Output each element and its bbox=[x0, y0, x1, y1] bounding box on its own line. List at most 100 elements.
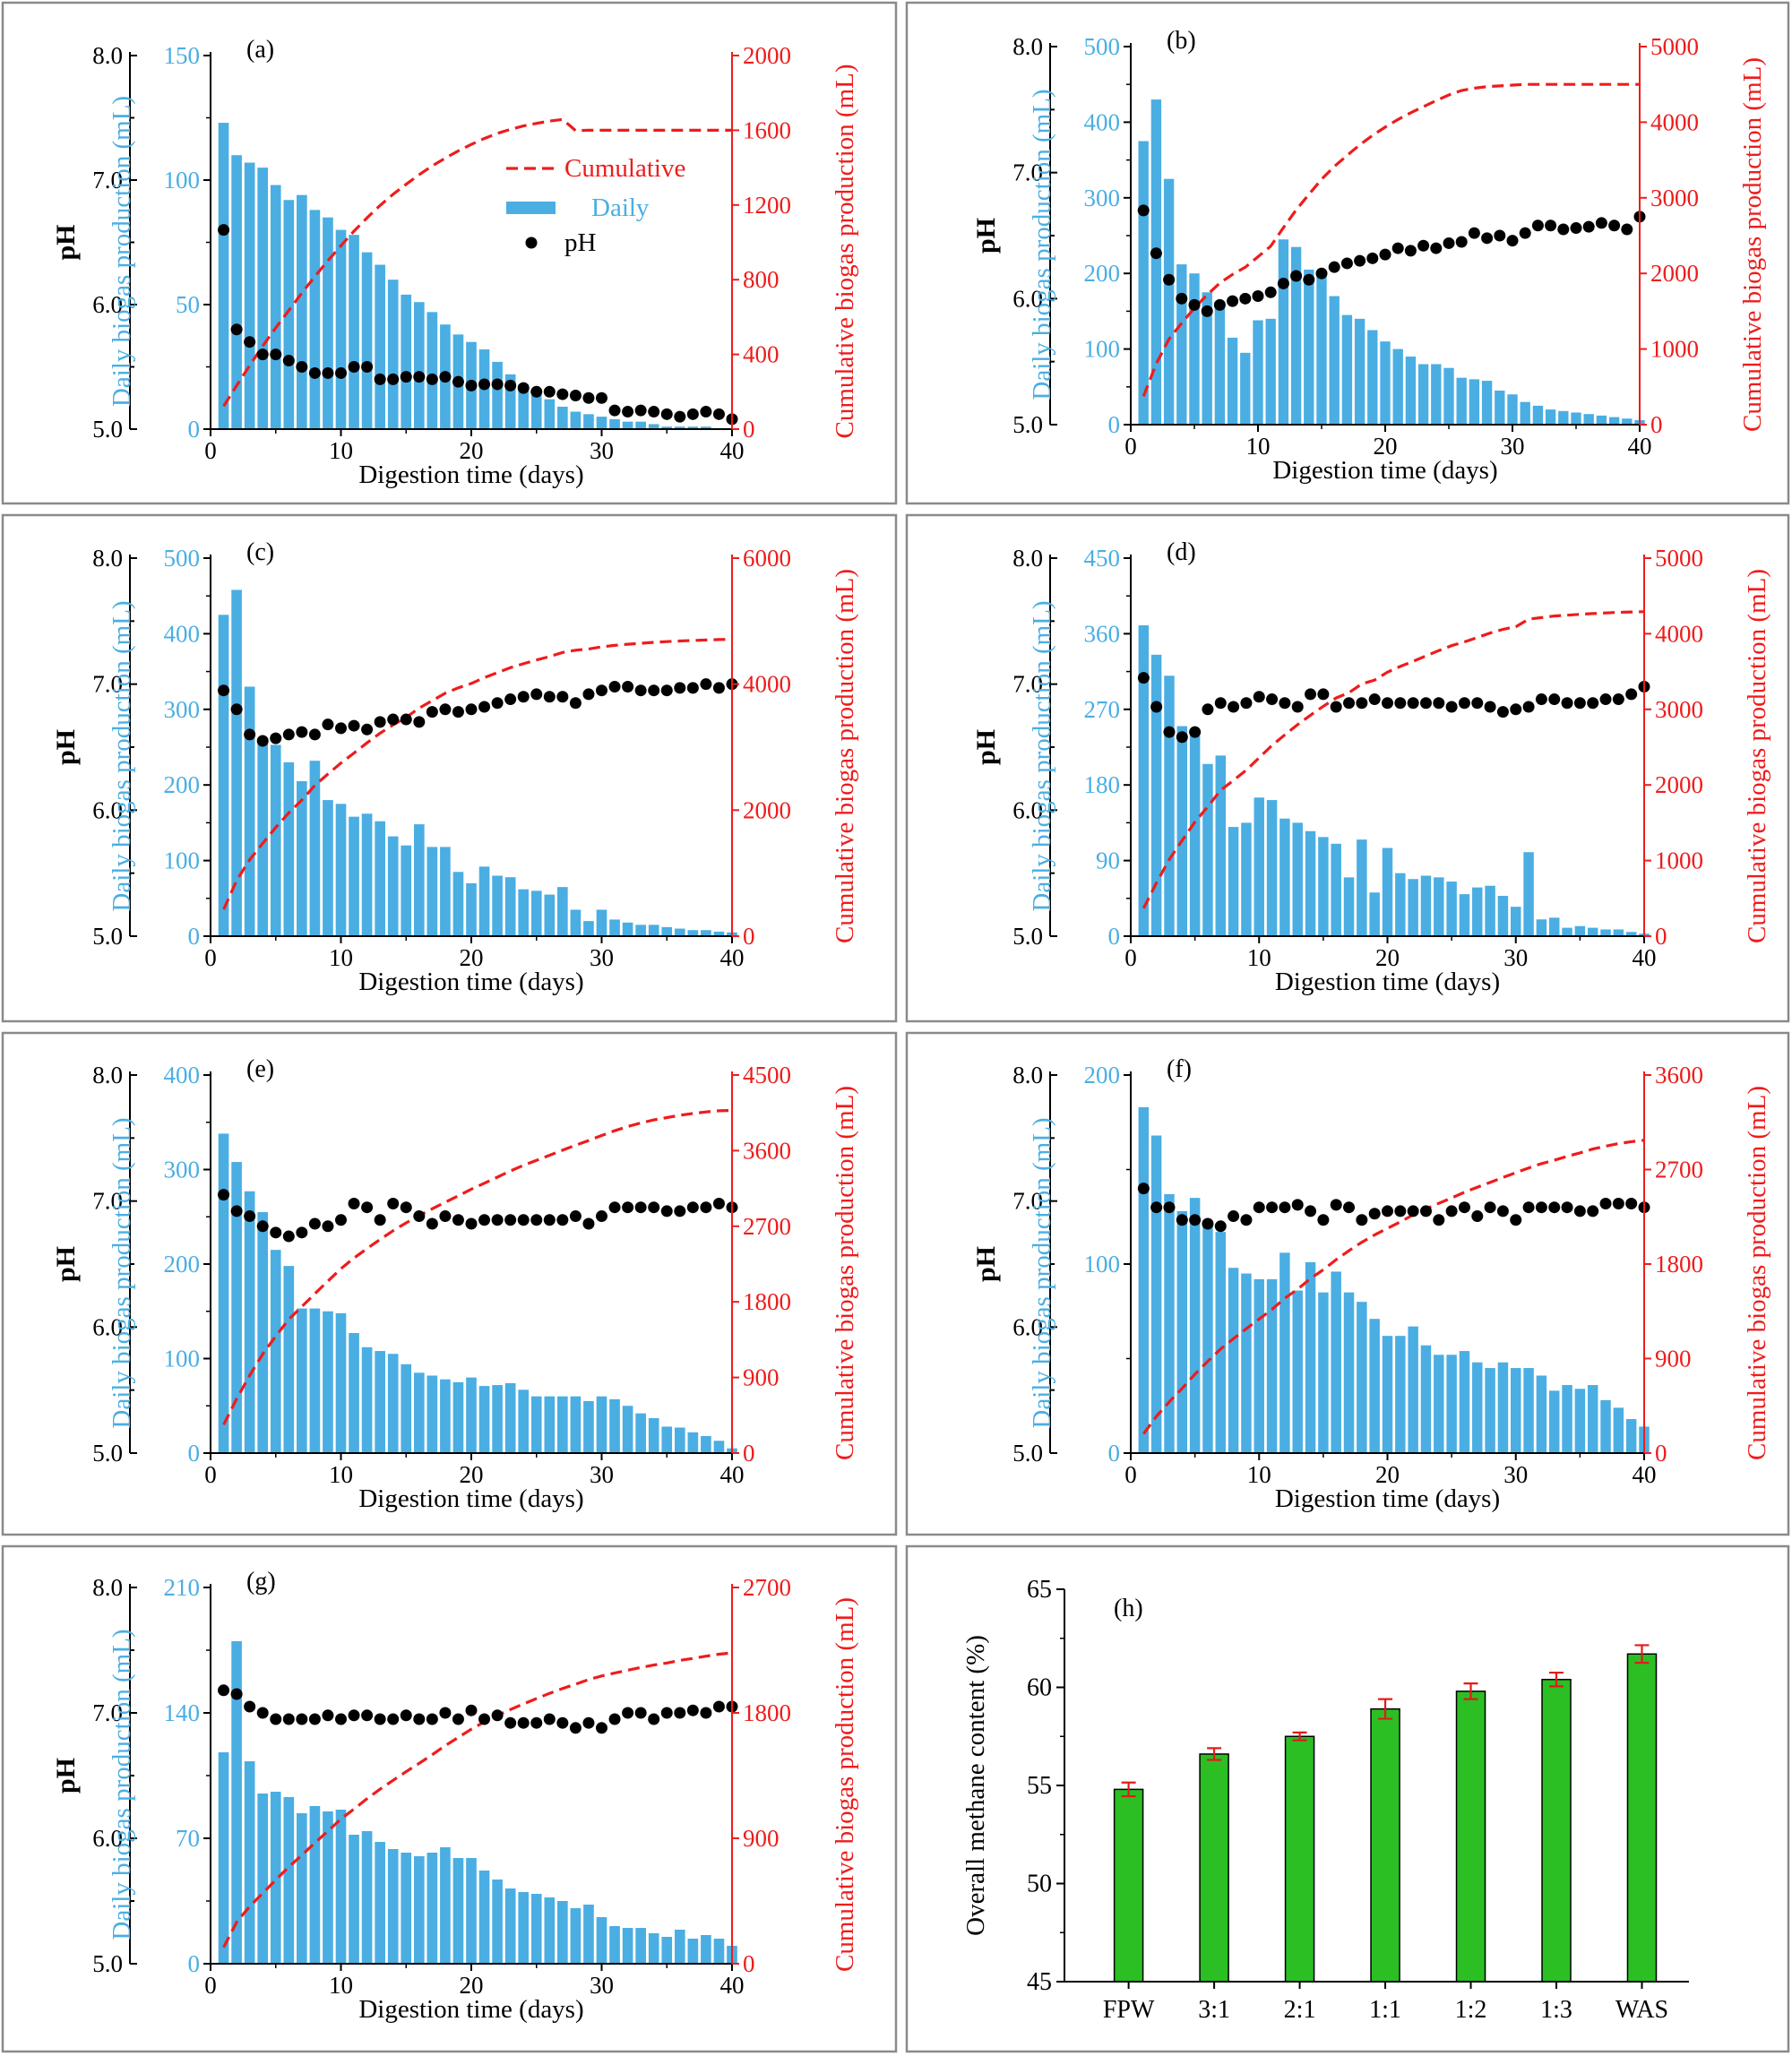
ph-point bbox=[452, 375, 464, 388]
daily-bar bbox=[1189, 273, 1200, 425]
daily-bar bbox=[544, 894, 556, 936]
ph-point bbox=[1496, 706, 1509, 718]
ph-point bbox=[622, 1201, 634, 1214]
daily-bar bbox=[1380, 341, 1391, 425]
daily-bar bbox=[361, 813, 373, 936]
ph-tick-label: 5.0 bbox=[1012, 1440, 1043, 1467]
ph-point bbox=[296, 1226, 308, 1239]
daily-bar bbox=[478, 1871, 490, 1964]
daily-bar bbox=[218, 1752, 229, 1964]
ph-point bbox=[400, 1201, 412, 1214]
ph-point bbox=[1176, 292, 1188, 305]
ph-point bbox=[335, 366, 347, 379]
ph-point bbox=[1484, 1201, 1496, 1214]
daily-bar bbox=[1241, 1273, 1252, 1453]
daily-bar bbox=[257, 739, 269, 936]
ph-axis-title: pH bbox=[51, 1758, 81, 1794]
daily-axis-title: Daily biogas production (mL) bbox=[108, 600, 136, 911]
daily-bar bbox=[1523, 1368, 1534, 1453]
x-tick-label: 30 bbox=[1503, 944, 1528, 971]
x-axis-title: Digestion time (days) bbox=[1275, 968, 1500, 996]
daily-bar bbox=[1558, 410, 1569, 425]
daily-bar bbox=[297, 1308, 307, 1453]
daily-bar bbox=[701, 1436, 711, 1453]
panel-frame bbox=[1, 513, 898, 1023]
daily-tick-label: 0 bbox=[1108, 1440, 1121, 1467]
ph-point bbox=[230, 323, 243, 336]
daily-bar bbox=[1613, 1407, 1624, 1453]
cum-tick-label: 2700 bbox=[743, 1574, 791, 1601]
daily-bar bbox=[1357, 839, 1367, 936]
ph-point bbox=[700, 1201, 712, 1214]
ph-point bbox=[556, 1214, 569, 1226]
ph-point bbox=[1625, 688, 1638, 701]
daily-bar bbox=[1150, 99, 1162, 425]
daily-bar bbox=[297, 194, 307, 429]
ph-point bbox=[530, 385, 543, 398]
cum-tick-label: 2000 bbox=[743, 42, 791, 69]
ph-point bbox=[1608, 219, 1621, 232]
daily-bar bbox=[1341, 314, 1353, 425]
daily-bar bbox=[544, 1897, 556, 1964]
ph-point bbox=[1443, 237, 1455, 249]
legend-ph-swatch bbox=[525, 237, 538, 249]
daily-bar bbox=[1228, 1268, 1239, 1453]
daily-bar bbox=[557, 1901, 568, 1964]
daily-tick-label: 140 bbox=[164, 1699, 201, 1726]
ph-point bbox=[634, 1201, 647, 1214]
daily-bar bbox=[1571, 412, 1581, 425]
daily-bar bbox=[1536, 1375, 1547, 1453]
ph-point bbox=[1213, 298, 1226, 311]
daily-tick-label: 180 bbox=[1084, 771, 1121, 798]
ph-point bbox=[256, 1707, 269, 1719]
daily-bar bbox=[518, 889, 530, 936]
daily-bar bbox=[335, 229, 347, 429]
daily-bar bbox=[1278, 239, 1289, 425]
ph-point bbox=[452, 706, 464, 718]
daily-bar bbox=[1305, 1261, 1316, 1453]
daily-bar bbox=[426, 312, 438, 429]
ph-point bbox=[1382, 697, 1393, 710]
daily-bar bbox=[452, 1858, 464, 1964]
ph-point bbox=[517, 1716, 530, 1729]
daily-bar bbox=[218, 123, 229, 429]
ph-point bbox=[1481, 232, 1494, 245]
cum-tick-label: 3000 bbox=[1650, 185, 1699, 211]
daily-bar bbox=[1189, 730, 1201, 936]
daily-bar bbox=[713, 931, 725, 936]
daily-bar bbox=[1459, 894, 1470, 936]
daily-bar bbox=[570, 1396, 582, 1453]
ph-point bbox=[712, 408, 725, 420]
ph-point bbox=[686, 1201, 699, 1214]
ph-point bbox=[1264, 286, 1277, 298]
ph-point bbox=[491, 1214, 504, 1226]
daily-bar bbox=[530, 890, 542, 936]
daily-tick-label: 360 bbox=[1084, 620, 1121, 647]
cum-axis-title: Cumulative biogas production (mL) bbox=[1743, 569, 1771, 943]
x-tick-label: 0 bbox=[204, 437, 217, 464]
cum-tick-label: 4000 bbox=[1650, 108, 1699, 135]
daily-bar bbox=[361, 1831, 373, 1964]
daily-bar bbox=[466, 882, 477, 936]
daily-bar bbox=[440, 1847, 451, 1964]
x-axis-title: Digestion time (days) bbox=[358, 1995, 583, 2024]
ph-point bbox=[413, 716, 426, 728]
daily-bar bbox=[413, 1856, 425, 1964]
ph-tick-label: 8.0 bbox=[92, 1574, 123, 1601]
daily-bar bbox=[375, 821, 385, 936]
daily-axis-title: Daily biogas production (mL) bbox=[1028, 1117, 1056, 1428]
daily-bar bbox=[1266, 800, 1278, 936]
x-tick-label: 20 bbox=[1375, 1461, 1400, 1488]
ph-point bbox=[556, 1716, 569, 1729]
cumulative-line bbox=[1142, 82, 1640, 397]
ph-point bbox=[1471, 697, 1484, 710]
daily-axis-title: Daily biogas production (mL) bbox=[108, 1117, 136, 1428]
daily-bar bbox=[583, 1400, 594, 1453]
ph-point bbox=[439, 703, 452, 716]
daily-tick-label: 500 bbox=[164, 545, 201, 572]
daily-bar bbox=[401, 294, 412, 429]
ph-point bbox=[1394, 697, 1407, 710]
cum-tick-label: 900 bbox=[1655, 1346, 1692, 1372]
ph-point bbox=[322, 1220, 334, 1233]
daily-bar bbox=[270, 1250, 281, 1453]
